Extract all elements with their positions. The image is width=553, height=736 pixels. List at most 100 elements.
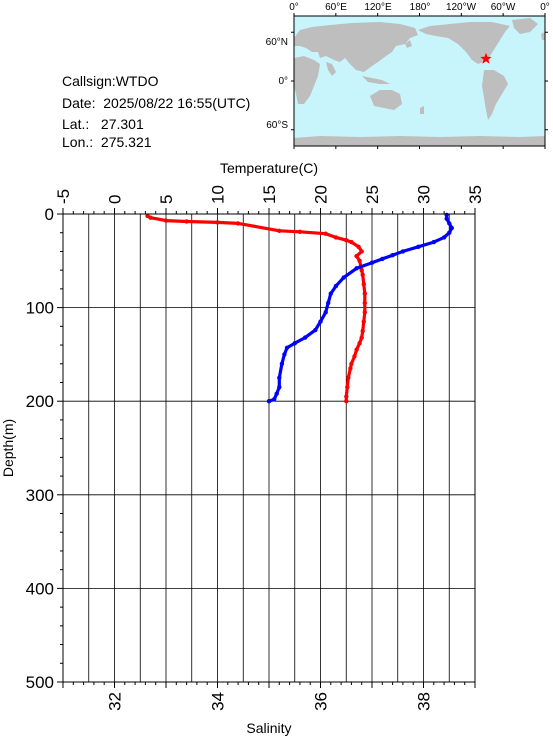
lat-value: 27.301 bbox=[100, 116, 144, 132]
series-point-1 bbox=[284, 345, 290, 350]
series-point-0 bbox=[362, 310, 367, 315]
bottom-tick-label: 32 bbox=[106, 692, 125, 711]
series-point-0 bbox=[346, 375, 351, 380]
series-point-0 bbox=[277, 228, 282, 233]
map-land-eurasia bbox=[294, 22, 418, 72]
series-point-0 bbox=[360, 272, 365, 277]
series-point-0 bbox=[345, 385, 350, 390]
series-point-1 bbox=[431, 239, 436, 245]
series-point-0 bbox=[354, 347, 359, 352]
series-point-1 bbox=[447, 221, 452, 226]
map-top-tick-4: 120°W bbox=[446, 2, 477, 13]
series-point-0 bbox=[163, 218, 169, 223]
series-point-1 bbox=[400, 249, 406, 254]
series-point-1 bbox=[449, 225, 454, 231]
map-left-tick-0: 60°N bbox=[266, 37, 288, 48]
series-point-0 bbox=[359, 335, 364, 340]
series-point-1 bbox=[354, 266, 359, 271]
y-tick-label: 0 bbox=[45, 205, 54, 224]
series-point-0 bbox=[360, 328, 365, 334]
series-point-0 bbox=[357, 258, 362, 263]
map-land bbox=[294, 18, 545, 146]
series-point-1 bbox=[444, 216, 449, 221]
top-tick-label: 20 bbox=[312, 185, 331, 204]
series-point-1 bbox=[328, 291, 333, 296]
series-point-1 bbox=[279, 361, 285, 366]
y-tick-label: 300 bbox=[26, 486, 54, 505]
series-point-1 bbox=[313, 327, 318, 333]
series-point-1 bbox=[447, 230, 452, 235]
series-point-0 bbox=[349, 361, 354, 366]
series-point-1 bbox=[318, 319, 323, 324]
map-land-india bbox=[326, 62, 336, 76]
series-point-1 bbox=[282, 352, 287, 357]
map-left-tick-1: 0° bbox=[278, 76, 288, 87]
map-top-tick-5: 60°W bbox=[491, 2, 516, 13]
series-point-1 bbox=[380, 256, 385, 262]
series-point-1 bbox=[323, 310, 328, 315]
bottom-tick-label: 38 bbox=[415, 692, 434, 711]
map-top-tick-6: 0° bbox=[540, 2, 550, 13]
station-star-icon bbox=[480, 52, 492, 64]
series-point-0 bbox=[235, 221, 241, 226]
top-tick-label: -5 bbox=[54, 189, 73, 204]
series-point-1 bbox=[277, 385, 282, 390]
plot-series bbox=[145, 212, 454, 404]
series-point-0 bbox=[349, 239, 354, 245]
callsign-value: WTDO bbox=[115, 73, 159, 89]
top-tick-label: 25 bbox=[363, 185, 382, 204]
map-land-greenland bbox=[512, 18, 538, 34]
station-marker bbox=[480, 52, 492, 64]
map-top-tick-2: 120°E bbox=[364, 2, 392, 13]
series-point-1 bbox=[277, 375, 282, 380]
series-point-1 bbox=[266, 399, 272, 404]
map-top-tick-1: 60°E bbox=[325, 2, 347, 13]
series-point-0 bbox=[215, 220, 220, 225]
series-point-0 bbox=[362, 291, 367, 296]
bottom-tick-label: 36 bbox=[312, 692, 331, 711]
map-land-africa bbox=[294, 56, 320, 104]
series-point-0 bbox=[344, 399, 349, 404]
series-point-1 bbox=[341, 275, 346, 280]
series-point-1 bbox=[274, 391, 279, 396]
plot-frame bbox=[62, 213, 476, 683]
series-point-0 bbox=[361, 282, 366, 287]
date-label: Date: bbox=[62, 95, 96, 111]
series-point-0 bbox=[323, 231, 328, 236]
lon-value: 275.321 bbox=[100, 134, 152, 150]
series-point-1 bbox=[326, 300, 331, 306]
series-point-0 bbox=[333, 235, 339, 240]
series-point-0 bbox=[352, 354, 357, 359]
y-tick-label: 400 bbox=[26, 579, 54, 598]
series-point-1 bbox=[444, 212, 449, 218]
series-point-1 bbox=[441, 235, 447, 240]
callsign-label: Callsign: bbox=[62, 73, 116, 89]
lon-label: Lon.: bbox=[62, 134, 94, 150]
map-top-tick-0: 0° bbox=[289, 2, 299, 13]
top-axis-label: Temperature(C) bbox=[220, 160, 318, 176]
series-point-1 bbox=[272, 397, 277, 402]
bottom-tick-label: 34 bbox=[209, 692, 228, 711]
map-land-antarctica bbox=[294, 136, 545, 146]
y-axis-label: Depth(m) bbox=[0, 419, 16, 477]
top-tick-label: 15 bbox=[260, 185, 279, 204]
top-tick-label: 5 bbox=[157, 195, 176, 204]
series-point-1 bbox=[333, 283, 339, 289]
y-tick-label: 500 bbox=[26, 673, 54, 692]
map-land-south-america bbox=[482, 70, 508, 120]
series-point-1 bbox=[292, 341, 297, 346]
y-tick-label: 100 bbox=[26, 299, 54, 318]
top-tick-label: 30 bbox=[415, 185, 434, 204]
date-line: Date: 2025/08/22 16:55(UTC) bbox=[62, 95, 250, 112]
date-value: 2025/08/22 16:55(UTC) bbox=[103, 95, 251, 111]
series-point-0 bbox=[344, 238, 349, 243]
map-left-tick-2: 60°S bbox=[266, 120, 288, 131]
lat-label: Lat.: bbox=[62, 116, 90, 132]
map-land-indonesia bbox=[362, 76, 390, 84]
series-point-0 bbox=[354, 253, 359, 259]
series-line-0 bbox=[145, 214, 367, 403]
map-axis-ticks bbox=[291, 13, 548, 149]
